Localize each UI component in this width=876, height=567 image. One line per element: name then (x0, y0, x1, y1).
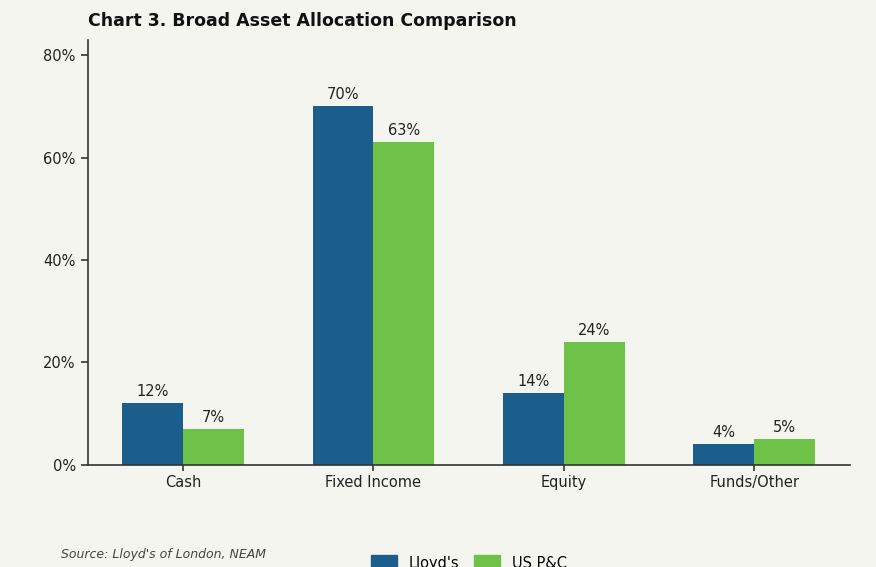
Bar (313, 106, 373, 465)
Text: Chart 3. Broad Asset Allocation Comparison: Chart 3. Broad Asset Allocation Comparis… (88, 12, 516, 30)
Bar (503, 393, 564, 465)
Bar (183, 429, 244, 465)
Text: 24%: 24% (578, 323, 611, 338)
Text: 5%: 5% (774, 420, 796, 435)
Text: Source: Lloyd's of London, NEAM: Source: Lloyd's of London, NEAM (61, 548, 266, 561)
Bar (693, 445, 754, 465)
Text: 70%: 70% (327, 87, 359, 102)
Text: 12%: 12% (137, 384, 169, 399)
Bar (754, 439, 815, 465)
Text: 14%: 14% (517, 374, 549, 389)
Text: 63%: 63% (388, 123, 420, 138)
Bar (123, 404, 183, 465)
Bar (564, 342, 625, 465)
Legend: Lloyd's, US P&C: Lloyd's, US P&C (364, 549, 573, 567)
Text: 4%: 4% (712, 425, 735, 441)
Bar (373, 142, 434, 465)
Text: 7%: 7% (202, 410, 225, 425)
